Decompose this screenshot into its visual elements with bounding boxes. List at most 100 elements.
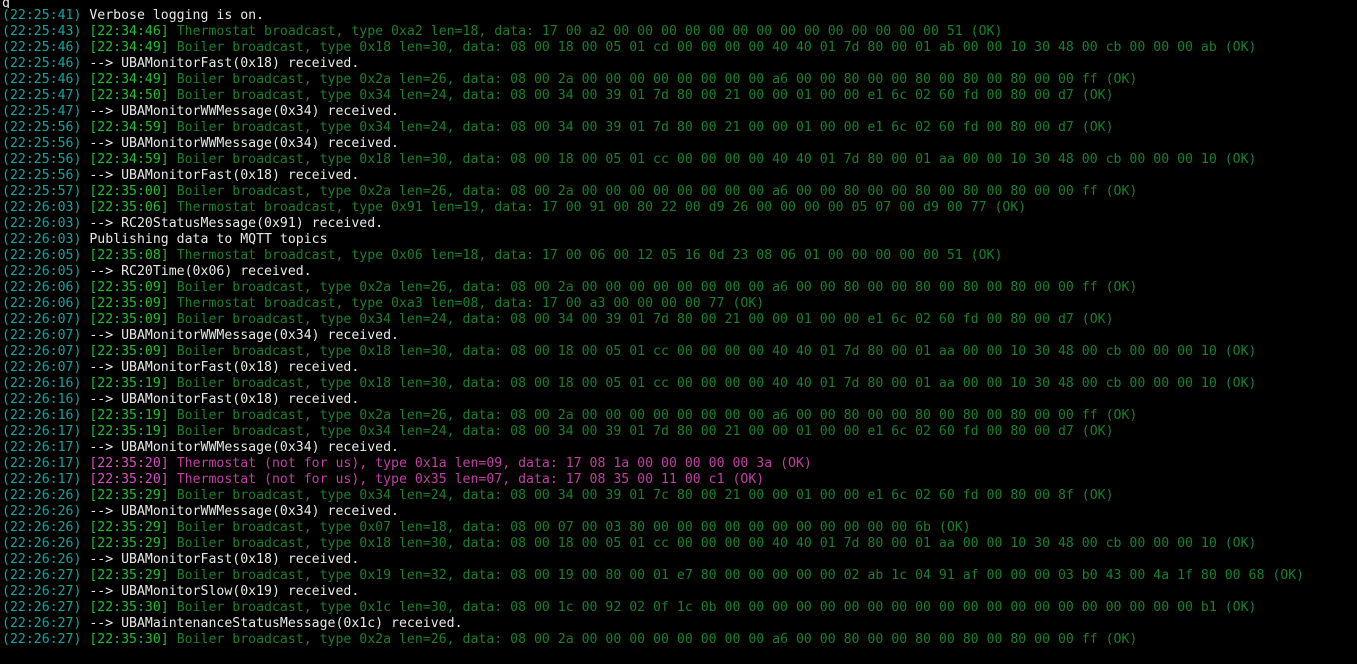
log-line: (22:25:56) [22:34:59] Boiler broadcast, … bbox=[0, 120, 1357, 136]
console-timestamp: (22:25:43) bbox=[2, 24, 82, 39]
log-line: (22:26:27) [22:35:30] Boiler broadcast, … bbox=[0, 600, 1357, 616]
log-line: (22:26:17) --> UBAMonitorWWMessage(0x34)… bbox=[0, 440, 1357, 456]
log-line: (22:25:56) [22:34:59] Boiler broadcast, … bbox=[0, 152, 1357, 168]
device-timestamp: [22:35:19] bbox=[81, 424, 169, 439]
console-timestamp: (22:26:16) bbox=[2, 408, 82, 423]
log-message-text: Boiler broadcast, type 0x2a len=26, data… bbox=[168, 280, 1138, 295]
log-line: (22:25:46) [22:34:49] Boiler broadcast, … bbox=[0, 72, 1357, 88]
device-timestamp: [22:35:09] bbox=[81, 312, 169, 327]
log-message-text: Boiler broadcast, type 0x34 len=24, data… bbox=[168, 120, 1114, 135]
console-timestamp: (22:26:17) bbox=[2, 472, 82, 487]
device-timestamp: [22:35:06] bbox=[81, 200, 169, 215]
log-message-text: Thermostat (not for us), type 0x35 len=0… bbox=[168, 472, 765, 487]
log-message-text: Boiler broadcast, type 0x18 len=30, data… bbox=[168, 376, 1257, 391]
console-timestamp: (22:26:26) bbox=[2, 504, 82, 519]
console-timestamp: (22:26:27) bbox=[2, 584, 82, 599]
log-message-text: Boiler broadcast, type 0x18 len=30, data… bbox=[168, 344, 1257, 359]
log-message-text: --> UBAMonitorWWMessage(0x34) received. bbox=[81, 504, 399, 519]
log-line: (22:26:27) [22:35:29] Boiler broadcast, … bbox=[0, 568, 1357, 584]
console-timestamp: (22:26:07) bbox=[2, 328, 82, 343]
log-line: (22:26:27) --> UBAMaintenanceStatusMessa… bbox=[0, 616, 1357, 632]
log-line: (22:26:03) --> RC20StatusMessage(0x91) r… bbox=[0, 216, 1357, 232]
log-message-text: Boiler broadcast, type 0x2a len=26, data… bbox=[168, 408, 1138, 423]
device-timestamp: [22:35:30] bbox=[81, 600, 169, 615]
device-timestamp: [22:35:09] bbox=[81, 344, 169, 359]
log-line: (22:26:05) --> RC20Time(0x06) received. bbox=[0, 264, 1357, 280]
log-line: (22:26:26) [22:35:29] Boiler broadcast, … bbox=[0, 520, 1357, 536]
console-timestamp: (22:26:03) bbox=[2, 232, 82, 247]
log-line: (22:26:03) [22:35:06] Thermostat broadca… bbox=[0, 200, 1357, 216]
log-line: (22:25:56) --> UBAMonitorWWMessage(0x34)… bbox=[0, 136, 1357, 152]
log-line: (22:25:47) [22:34:50] Boiler broadcast, … bbox=[0, 88, 1357, 104]
log-message-text: Boiler broadcast, type 0x34 len=24, data… bbox=[168, 424, 1114, 439]
console-timestamp: (22:26:05) bbox=[2, 264, 82, 279]
console-timestamp: (22:26:17) bbox=[2, 440, 82, 455]
device-timestamp: [22:35:29] bbox=[81, 488, 169, 503]
console-timestamp: (22:26:27) bbox=[2, 600, 82, 615]
device-timestamp: [22:35:29] bbox=[81, 568, 169, 583]
console-timestamp: (22:25:56) bbox=[2, 168, 82, 183]
device-timestamp: [22:35:08] bbox=[81, 248, 169, 263]
console-timestamp: (22:26:27) bbox=[2, 616, 82, 631]
device-timestamp: [22:34:50] bbox=[81, 88, 169, 103]
console-timestamp: (22:25:46) bbox=[2, 40, 82, 55]
log-message-text: Boiler broadcast, type 0x34 len=24, data… bbox=[168, 88, 1114, 103]
log-line: (22:26:17) [22:35:20] Thermostat (not fo… bbox=[0, 472, 1357, 488]
device-timestamp: [22:34:49] bbox=[81, 40, 169, 55]
log-line: (22:25:56) --> UBAMonitorFast(0x18) rece… bbox=[0, 168, 1357, 184]
log-message-text: Boiler broadcast, type 0x19 len=32, data… bbox=[168, 568, 1305, 583]
log-line: (22:25:57) [22:35:00] Boiler broadcast, … bbox=[0, 184, 1357, 200]
log-line: (22:26:07) --> UBAMonitorWWMessage(0x34)… bbox=[0, 328, 1357, 344]
console-timestamp: (22:26:26) bbox=[2, 488, 82, 503]
log-line: (22:26:03) Publishing data to MQTT topic… bbox=[0, 232, 1357, 248]
log-message-text: --> UBAMonitorFast(0x18) received. bbox=[81, 552, 360, 567]
log-message-text: Thermostat broadcast, type 0x06 len=18, … bbox=[168, 248, 1003, 263]
device-timestamp: [22:35:30] bbox=[81, 632, 169, 647]
device-timestamp: [22:35:29] bbox=[81, 536, 169, 551]
device-timestamp: [22:35:09] bbox=[81, 296, 169, 311]
log-line: (22:26:07) --> UBAMonitorFast(0x18) rece… bbox=[0, 360, 1357, 376]
console-timestamp: (22:26:07) bbox=[2, 360, 82, 375]
console-timestamp: (22:26:06) bbox=[2, 296, 82, 311]
log-message-text: Thermostat broadcast, type 0xa3 len=08, … bbox=[168, 296, 765, 311]
console-timestamp: (22:26:17) bbox=[2, 424, 82, 439]
console-timestamp: (22:26:05) bbox=[2, 248, 82, 263]
log-line: (22:25:43) [22:34:46] Thermostat broadca… bbox=[0, 24, 1357, 40]
log-line: (22:26:07) [22:35:09] Boiler broadcast, … bbox=[0, 344, 1357, 360]
log-message-text: --> UBAMonitorFast(0x18) received. bbox=[81, 360, 360, 375]
device-timestamp: [22:34:49] bbox=[81, 72, 169, 87]
log-line: (22:26:16) --> UBAMonitorFast(0x18) rece… bbox=[0, 392, 1357, 408]
log-message-text: --> UBAMonitorSlow(0x19) received. bbox=[81, 584, 360, 599]
console-timestamp: (22:26:26) bbox=[2, 520, 82, 535]
console-timestamp: (22:25:57) bbox=[2, 184, 82, 199]
log-line: (22:26:07) [22:35:09] Boiler broadcast, … bbox=[0, 312, 1357, 328]
log-line: (22:26:26) --> UBAMonitorFast(0x18) rece… bbox=[0, 552, 1357, 568]
log-line: (22:25:47) --> UBAMonitorWWMessage(0x34)… bbox=[0, 104, 1357, 120]
log-line: (22:26:26) [22:35:29] Boiler broadcast, … bbox=[0, 488, 1357, 504]
log-message-text: Boiler broadcast, type 0x18 len=30, data… bbox=[168, 152, 1257, 167]
log-line: (22:25:46) [22:34:49] Boiler broadcast, … bbox=[0, 40, 1357, 56]
console-timestamp: (22:26:26) bbox=[2, 552, 82, 567]
log-line: (22:26:26) --> UBAMonitorWWMessage(0x34)… bbox=[0, 504, 1357, 520]
log-message-text: --> UBAMonitorWWMessage(0x34) received. bbox=[81, 328, 399, 343]
log-message-text: Boiler broadcast, type 0x18 len=30, data… bbox=[168, 40, 1257, 55]
console-timestamp: (22:26:16) bbox=[2, 376, 82, 391]
log-message-text: --> UBAMonitorWWMessage(0x34) received. bbox=[81, 136, 399, 151]
log-message-text: Boiler broadcast, type 0x34 len=24, data… bbox=[168, 488, 1114, 503]
log-line: (22:26:16) [22:35:19] Boiler broadcast, … bbox=[0, 376, 1357, 392]
log-message-text: Boiler broadcast, type 0x34 len=24, data… bbox=[168, 312, 1114, 327]
clipped-log-text: q bbox=[2, 0, 10, 8]
log-message-text: Boiler broadcast, type 0x18 len=30, data… bbox=[168, 536, 1257, 551]
log-message-text: Thermostat broadcast, type 0x91 len=19, … bbox=[168, 200, 1027, 215]
log-message-text: --> UBAMonitorFast(0x18) received. bbox=[81, 56, 360, 71]
device-timestamp: [22:35:00] bbox=[81, 184, 169, 199]
log-line: (22:26:16) [22:35:19] Boiler broadcast, … bbox=[0, 408, 1357, 424]
console-timestamp: (22:25:46) bbox=[2, 56, 82, 71]
device-timestamp: [22:35:09] bbox=[81, 280, 169, 295]
console-timestamp: (22:25:41) bbox=[2, 8, 82, 23]
console-timestamp: (22:26:03) bbox=[2, 200, 82, 215]
device-timestamp: [22:35:19] bbox=[81, 408, 169, 423]
log-line: (22:26:26) [22:35:29] Boiler broadcast, … bbox=[0, 536, 1357, 552]
console-timestamp: (22:26:06) bbox=[2, 280, 82, 295]
